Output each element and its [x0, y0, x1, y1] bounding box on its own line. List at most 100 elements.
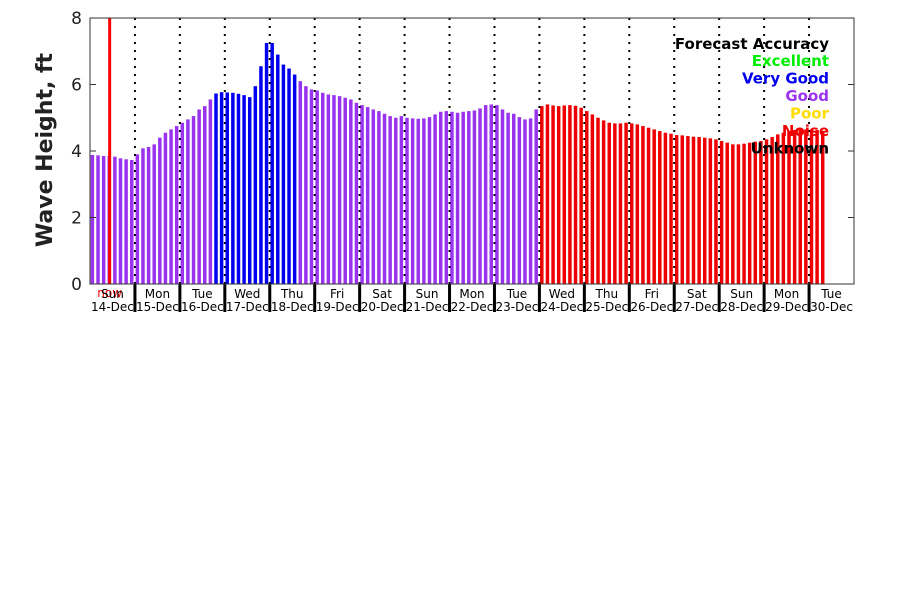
x-tick-date: 14-Dec — [91, 300, 134, 314]
bar — [146, 147, 151, 284]
y-tick-label: 8 — [71, 9, 82, 29]
legend-entry-noise: Noise — [782, 122, 829, 140]
bar — [180, 122, 185, 285]
x-tick-weekday: Fri — [330, 287, 344, 301]
bar — [124, 159, 128, 284]
x-tick-weekday: Sat — [372, 287, 392, 301]
bar — [461, 111, 465, 285]
bar — [191, 116, 196, 284]
bar — [629, 123, 634, 285]
bar — [169, 129, 173, 284]
bar — [208, 99, 213, 285]
x-tick-weekday: Thu — [595, 287, 619, 301]
x-tick-weekday: Wed — [549, 287, 575, 301]
bars-group — [90, 42, 825, 285]
bar — [270, 42, 274, 284]
x-tick-weekday: Mon — [459, 287, 484, 301]
bar — [596, 117, 600, 284]
bar — [809, 129, 814, 284]
bar — [697, 137, 701, 284]
legend-entry-poor: Poor — [790, 105, 830, 123]
bar — [225, 92, 229, 284]
y-axis-label: Wave Height, ft — [33, 52, 58, 247]
bar — [764, 139, 769, 284]
bar — [523, 119, 527, 284]
bar — [719, 141, 724, 284]
bar — [410, 118, 415, 284]
bar — [517, 117, 522, 284]
bar — [276, 54, 280, 284]
bar — [427, 117, 432, 284]
bar — [101, 155, 106, 284]
bar — [483, 105, 488, 285]
bar — [798, 129, 802, 284]
x-tick-date: 15-Dec — [136, 300, 179, 314]
bar — [264, 42, 269, 284]
x-tick-date: 17-Dec — [226, 300, 269, 314]
bar — [433, 114, 437, 285]
x-tick-date: 18-Dec — [271, 300, 314, 314]
bar — [500, 109, 505, 284]
bar — [562, 105, 567, 284]
bar — [321, 92, 325, 284]
x-tick-date: 27-Dec — [675, 300, 718, 314]
x-axis: Sun14-DecMon15-DecTue16-DecWed17-DecThu1… — [91, 287, 853, 314]
bar — [652, 129, 656, 284]
x-tick-date: 26-Dec — [630, 300, 673, 314]
bar — [141, 148, 145, 284]
bar — [495, 105, 499, 285]
bar — [551, 105, 555, 284]
bar — [759, 141, 763, 284]
bar — [714, 139, 718, 284]
bar — [753, 141, 758, 284]
bar — [416, 118, 420, 284]
bar — [394, 117, 398, 284]
bar — [512, 113, 516, 284]
bar — [304, 86, 308, 284]
x-tick-weekday: Wed — [234, 287, 260, 301]
bar — [309, 89, 314, 285]
y-tick-label: 6 — [71, 76, 82, 96]
x-tick-date: 21-Dec — [406, 300, 449, 314]
x-tick-weekday: Tue — [506, 287, 528, 301]
bar — [259, 66, 263, 285]
bar — [197, 109, 201, 284]
bar — [118, 158, 123, 284]
bar — [450, 111, 454, 285]
bar — [776, 134, 780, 285]
bar — [332, 95, 336, 284]
bar — [528, 118, 533, 284]
bar — [315, 90, 319, 284]
bar — [663, 132, 668, 284]
bar — [365, 107, 370, 284]
y-tick-label: 4 — [71, 142, 82, 162]
bar — [186, 119, 190, 284]
x-tick-date: 19-Dec — [316, 300, 359, 314]
bar — [388, 116, 392, 284]
bar — [585, 111, 589, 284]
bar — [377, 111, 381, 284]
bar — [747, 142, 752, 284]
x-tick-weekday: Mon — [774, 287, 799, 301]
bar — [781, 132, 786, 284]
bar — [607, 122, 611, 285]
bar — [298, 81, 303, 285]
bar — [635, 124, 640, 285]
bar — [472, 110, 477, 284]
legend-entry-unknown: Unknown — [751, 140, 829, 158]
bar — [787, 131, 791, 284]
bar — [444, 111, 449, 284]
bar — [815, 130, 819, 284]
bar — [343, 97, 347, 284]
bar — [478, 108, 482, 284]
bar — [203, 106, 207, 284]
bar — [804, 129, 808, 284]
legend-entry-excellent: Excellent — [752, 52, 829, 70]
y-tick-label: 0 — [71, 275, 82, 295]
x-tick-date: 28-Dec — [720, 300, 763, 314]
bar — [337, 96, 342, 284]
bar — [219, 92, 224, 285]
bar — [382, 113, 387, 284]
